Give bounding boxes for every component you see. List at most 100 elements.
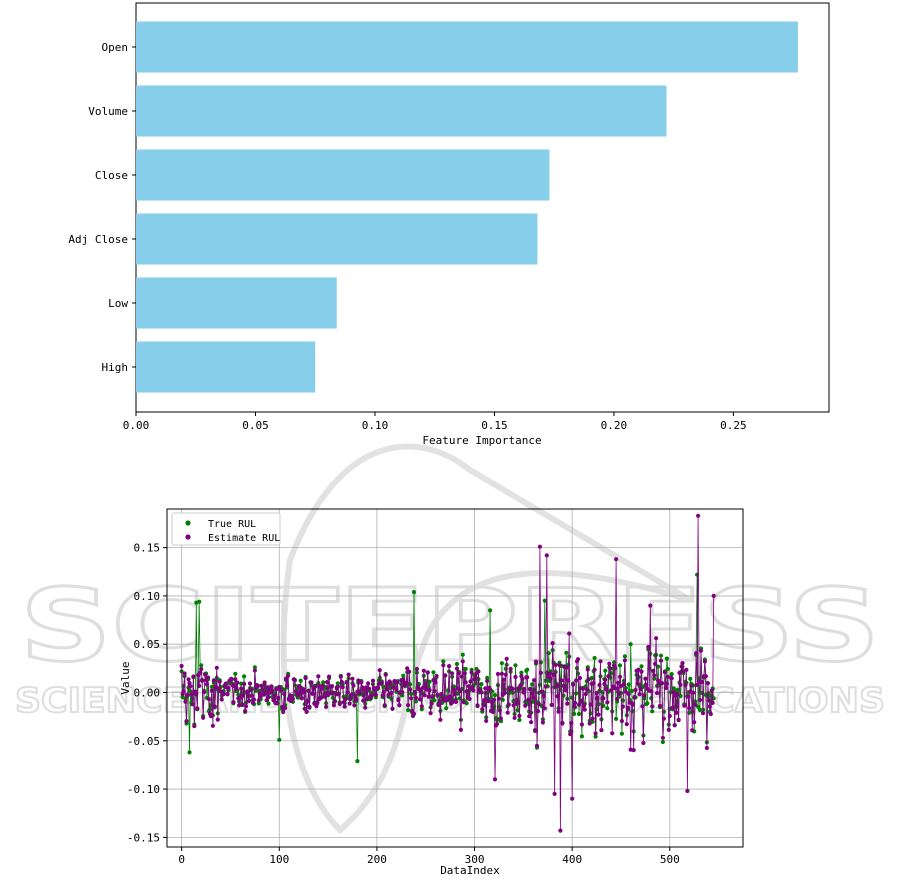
estimate-rul-point <box>664 681 670 686</box>
estimate-rul-point <box>388 680 393 686</box>
estimate-rul-point <box>548 676 553 681</box>
estimate-rul-point <box>461 700 466 705</box>
x-tick-label: 0.20 <box>601 419 628 432</box>
estimate-rul-point <box>183 699 188 704</box>
estimate-rul-point <box>438 717 443 722</box>
estimate-rul-point <box>279 688 284 693</box>
estimate-rul-point <box>650 704 655 709</box>
true-rul-point <box>499 661 504 666</box>
estimate-rul-point <box>247 681 253 686</box>
bar-high <box>136 341 316 393</box>
estimate-rul-point <box>608 666 613 671</box>
true-rul-point <box>406 708 411 713</box>
estimate-rul-point <box>530 691 535 696</box>
estimate-rul-point <box>685 788 690 794</box>
estimate-rul-point <box>574 678 579 683</box>
bar-open <box>136 21 798 73</box>
estimate-rul-point <box>276 695 281 701</box>
true-rul-point <box>626 682 631 687</box>
estimate-rul-point <box>596 712 601 717</box>
estimate-rul-point <box>302 706 307 711</box>
estimate-rul-point <box>560 721 565 726</box>
estimate-rul-point <box>262 680 267 685</box>
estimate-rul-point <box>580 686 586 692</box>
estimate-rul-point <box>492 777 498 782</box>
true-rul-point <box>256 701 261 706</box>
true-rul-point <box>488 608 493 613</box>
true-rul-point <box>614 716 619 722</box>
estimate-rul-point <box>533 659 539 664</box>
estimate-rul-point <box>669 676 674 681</box>
estimate-rul-point <box>249 693 254 698</box>
estimate-rul-point <box>439 692 444 697</box>
y-tick-label: Close <box>95 169 128 182</box>
legend-box <box>171 512 281 546</box>
estimate-rul-point <box>485 678 490 684</box>
estimate-rul-point <box>632 695 637 700</box>
estimate-rul-point <box>197 683 202 689</box>
estimate-rul-point <box>563 687 568 693</box>
x-tick-label: 300 <box>465 853 485 866</box>
estimate-rul-point <box>619 718 625 724</box>
estimate-rul-point <box>226 685 231 691</box>
estimate-rul-point <box>491 709 496 715</box>
estimate-rul-point <box>543 684 548 689</box>
estimate-rul-point <box>342 704 347 709</box>
estimate-rul-point <box>354 697 359 702</box>
estimate-rul-point <box>630 702 635 707</box>
estimate-rul-point <box>515 700 520 705</box>
estimate-rul-point <box>244 704 249 709</box>
bar-adj-close <box>136 213 538 265</box>
estimate-rul-point <box>363 705 368 710</box>
estimate-rul-point <box>198 670 203 675</box>
estimate-rul-point <box>186 677 191 682</box>
estimate-rul-point <box>593 731 598 736</box>
estimate-rul-point <box>251 697 256 702</box>
y-tick-label: Low <box>108 297 128 310</box>
estimate-rul-point <box>617 674 623 679</box>
bar-close <box>136 149 550 201</box>
chart1-x-tick-labels: 0.00 0.05 0.10 0.15 0.20 0.25 <box>123 412 747 432</box>
estimate-rul-point <box>581 704 587 709</box>
true-rul-point <box>321 680 326 685</box>
estimate-rul-point <box>229 676 234 681</box>
estimate-rul-point <box>578 699 584 704</box>
true-rul-point <box>515 708 520 713</box>
true-rul-point <box>688 676 693 682</box>
estimate-rul-point <box>212 704 217 709</box>
estimate-rul-point <box>475 703 480 708</box>
estimate-rul-point <box>691 690 696 695</box>
estimate-rul-point <box>631 748 636 753</box>
estimate-rul-point <box>496 696 501 701</box>
estimate-rul-point <box>679 664 684 669</box>
true-rul-point <box>665 666 670 672</box>
estimate-rul-point <box>636 667 641 672</box>
estimate-rul-point <box>413 695 418 700</box>
estimate-rul-point <box>671 690 676 695</box>
estimate-rul-point <box>504 656 509 661</box>
y-tick-label: Adj Close <box>68 233 128 246</box>
estimate-rul-point <box>241 693 246 698</box>
y-tick-label: -0.05 <box>127 735 160 748</box>
true-rul-point <box>253 688 258 693</box>
estimate-rul-point <box>612 663 617 668</box>
estimate-rul-point <box>686 694 691 699</box>
estimate-rul-point <box>266 694 271 700</box>
estimate-rul-point <box>597 682 602 688</box>
watermark-swoosh <box>280 443 692 835</box>
estimate-rul-point <box>255 683 260 688</box>
rul-comparison-chart: -0.15 -0.10 -0.05 0.00 0.05 0.10 0.15 0 100 200 3… <box>119 508 744 877</box>
true-rul-point <box>381 684 386 689</box>
estimate-rul-point <box>639 669 644 674</box>
estimate-rul-point <box>697 697 703 703</box>
estimate-rul-point <box>340 685 345 690</box>
estimate-rul-point <box>527 714 532 719</box>
estimate-rul-point <box>351 683 356 688</box>
estimate-rul-point <box>517 713 522 719</box>
estimate-rul-point <box>602 681 607 687</box>
estimate-rul-point <box>225 692 230 697</box>
estimate-rul-point <box>710 700 715 706</box>
estimate-rul-point <box>559 678 564 683</box>
estimate-rul-point <box>598 659 603 664</box>
estimate-rul-point <box>625 705 630 711</box>
